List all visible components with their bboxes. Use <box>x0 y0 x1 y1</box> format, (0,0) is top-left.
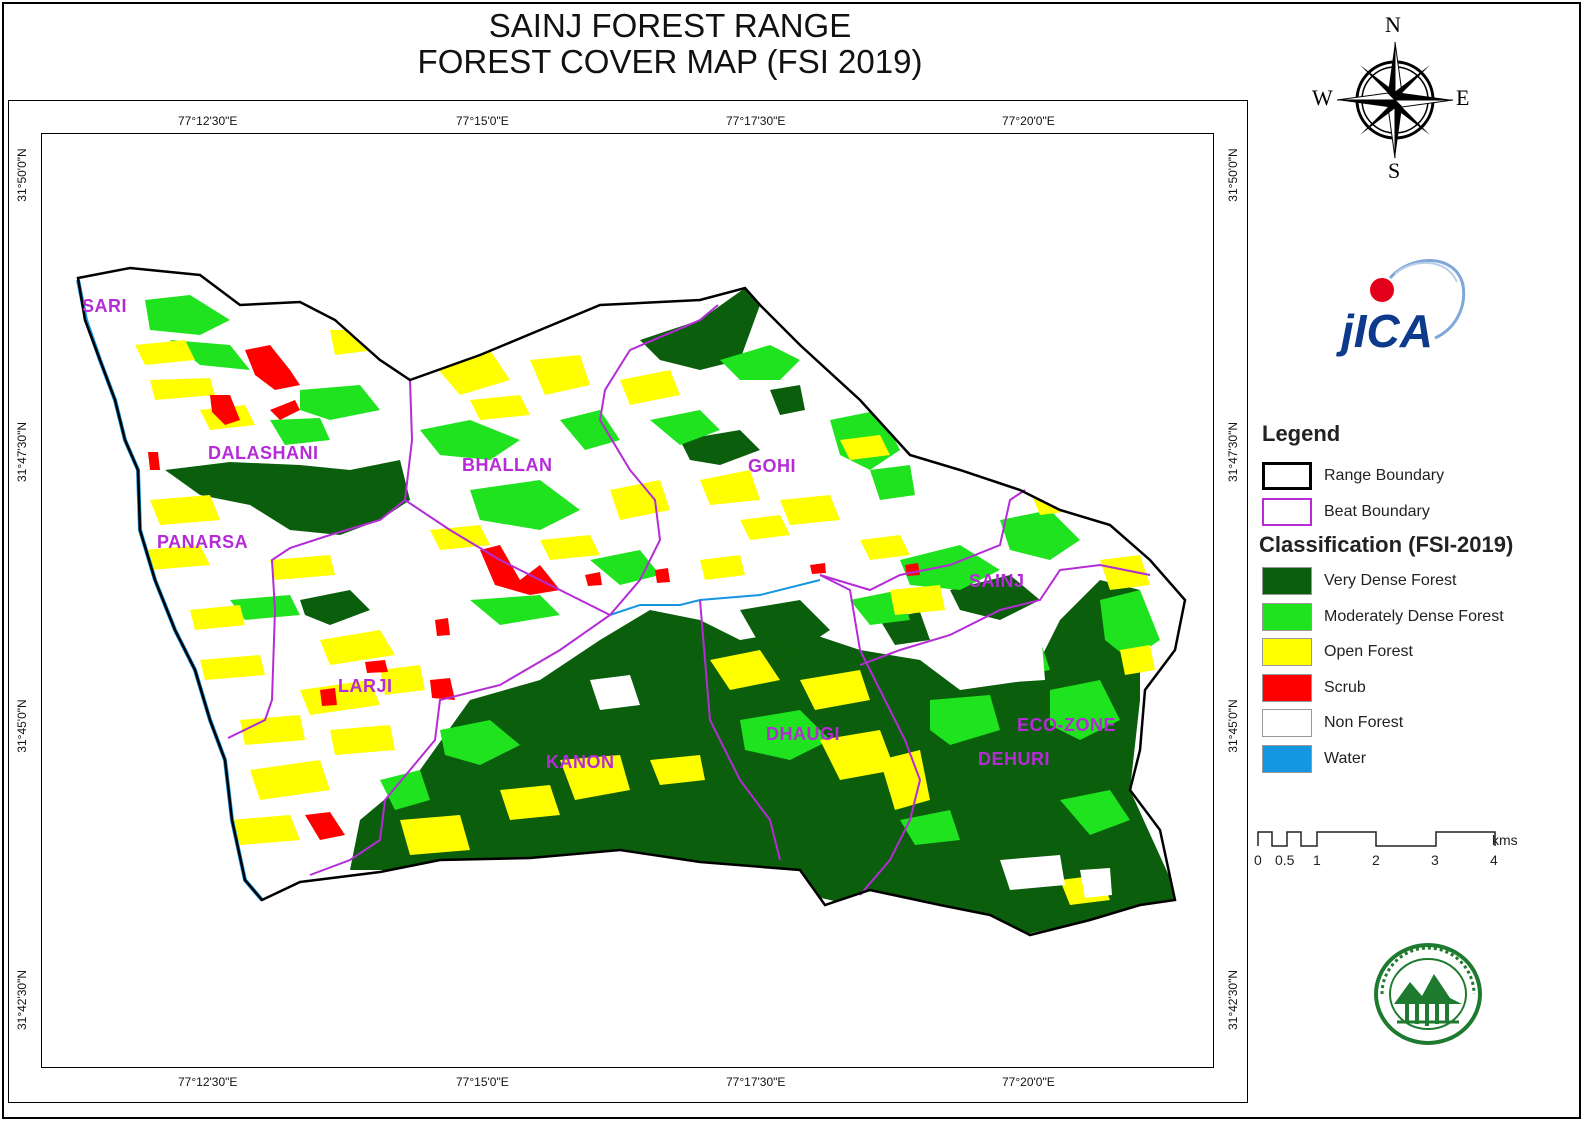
scale-tick-2: 2 <box>1372 852 1380 868</box>
lon-label-top-1: 77°12'30"E <box>178 114 238 128</box>
beat-label-eco-zone: ECO-ZONE <box>1017 715 1117 735</box>
very-dense-forest-south <box>350 580 1180 935</box>
jica-logo: jICA <box>1336 259 1466 357</box>
beat-boundary-swatch <box>1262 498 1312 526</box>
open-forest <box>135 330 1155 905</box>
map-neatline <box>8 100 1248 1103</box>
beat-label-bhallan: BHALLAN <box>462 455 553 475</box>
compass-rose-icon <box>1336 41 1454 159</box>
lon-label-bottom-1: 77°12'30"E <box>178 1075 238 1089</box>
beat-boundaries <box>227 304 1151 896</box>
range-boundary <box>76 266 1187 937</box>
range-boundary-swatch <box>1262 462 1312 490</box>
west-label: W <box>1312 85 1333 110</box>
beat-label-dehuri: DEHURI <box>978 749 1051 769</box>
lon-label-top-2: 77°15'0"E <box>456 114 509 128</box>
map-title-line1: SAINJ FOREST RANGE <box>488 7 852 44</box>
south-label: S <box>1388 158 1401 183</box>
east-label: E <box>1456 85 1470 110</box>
north-label: N <box>1385 12 1401 37</box>
beat-label-dhaugi: DHAUGI <box>766 724 840 744</box>
legend-label: Moderately Dense Forest <box>1324 608 1504 625</box>
beat-label-panarsa: PANARSA <box>157 532 249 552</box>
beat-label-gohi: GOHI <box>748 456 797 476</box>
legend-label: Water <box>1324 750 1367 767</box>
scrub <box>148 345 920 840</box>
very-dense-forest-swatch <box>1262 567 1312 595</box>
scale-tick-1: 1 <box>1313 852 1321 868</box>
beat-label-dalashani: DALASHANI <box>208 443 319 463</box>
scale-tick-0: 0 <box>1254 852 1262 868</box>
very-dense-forest-north <box>640 288 760 370</box>
scale-tick-0-5: 0.5 <box>1275 852 1295 868</box>
legend-label: Non Forest <box>1324 714 1404 731</box>
forest-department-seal-icon <box>1374 943 1482 1045</box>
very-dense-forest-dalashani <box>165 460 410 535</box>
legend-title: Legend <box>1262 421 1341 446</box>
classification-title: Classification (FSI-2019) <box>1259 532 1514 557</box>
non-forest-clearings <box>590 620 1112 898</box>
map-inner-frame <box>41 133 1214 1068</box>
beat-label-sari: SARI <box>82 296 128 316</box>
scale-unit: kms <box>1492 832 1518 848</box>
legend-label: Beat Boundary <box>1324 503 1430 520</box>
moderately-dense-forest <box>145 295 1160 845</box>
legend-label: Scrub <box>1324 679 1366 696</box>
legend-label: Open Forest <box>1324 643 1413 660</box>
water-swatch <box>1262 745 1312 773</box>
map-title-line2: FOREST COVER MAP (FSI 2019) <box>417 43 923 80</box>
lon-label-bottom-3: 77°17'30"E <box>726 1075 786 1089</box>
scale-tick-4: 4 <box>1490 852 1498 868</box>
scale-tick-3: 3 <box>1431 852 1439 868</box>
lon-label-top-4: 77°20'0"E <box>1002 114 1055 128</box>
scale-bar <box>1257 831 1496 847</box>
forest-cover-map <box>76 266 1187 937</box>
beat-label-larji: LARJI <box>338 676 393 696</box>
legend-label: Range Boundary <box>1324 467 1445 484</box>
svg-text:jICA: jICA <box>1336 305 1433 357</box>
scrub-swatch <box>1262 674 1312 702</box>
lon-label-top-3: 77°17'30"E <box>726 114 786 128</box>
moderately-dense-forest-swatch <box>1262 603 1312 631</box>
legend-label: Very Dense Forest <box>1324 572 1457 589</box>
beat-label-kanon: KANON <box>546 752 615 772</box>
non-forest-swatch <box>1262 709 1312 737</box>
lon-label-bottom-4: 77°20'0"E <box>1002 1075 1055 1089</box>
open-forest-swatch <box>1262 638 1312 666</box>
beat-label-sainj: SAINJ <box>969 571 1025 591</box>
lon-label-bottom-2: 77°15'0"E <box>456 1075 509 1089</box>
